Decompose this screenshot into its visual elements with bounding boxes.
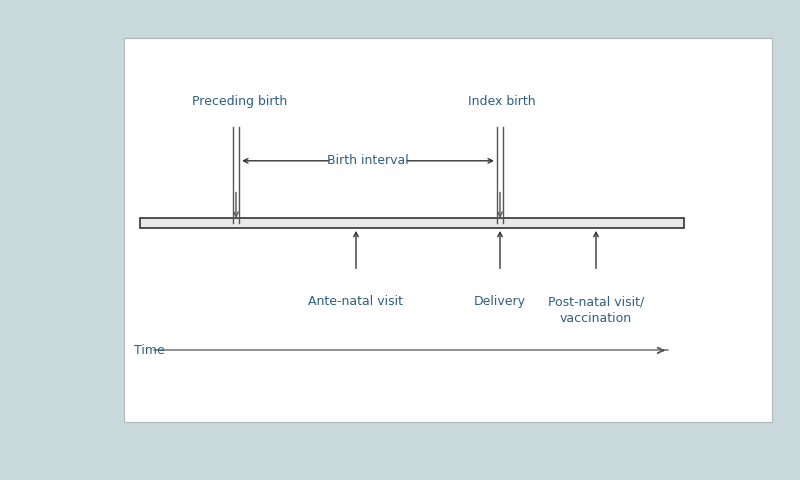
Text: Time: Time [134, 344, 165, 357]
Text: Index birth: Index birth [468, 95, 536, 108]
Text: Post-natal visit/
vaccination: Post-natal visit/ vaccination [548, 295, 644, 325]
Bar [140, 218, 684, 228]
FancyBboxPatch shape [124, 38, 772, 422]
Text: Birth interval: Birth interval [327, 154, 409, 168]
Text: Ante-natal visit: Ante-natal visit [309, 295, 403, 308]
Text: Preceding birth: Preceding birth [192, 95, 287, 108]
Text: Delivery: Delivery [474, 295, 526, 308]
